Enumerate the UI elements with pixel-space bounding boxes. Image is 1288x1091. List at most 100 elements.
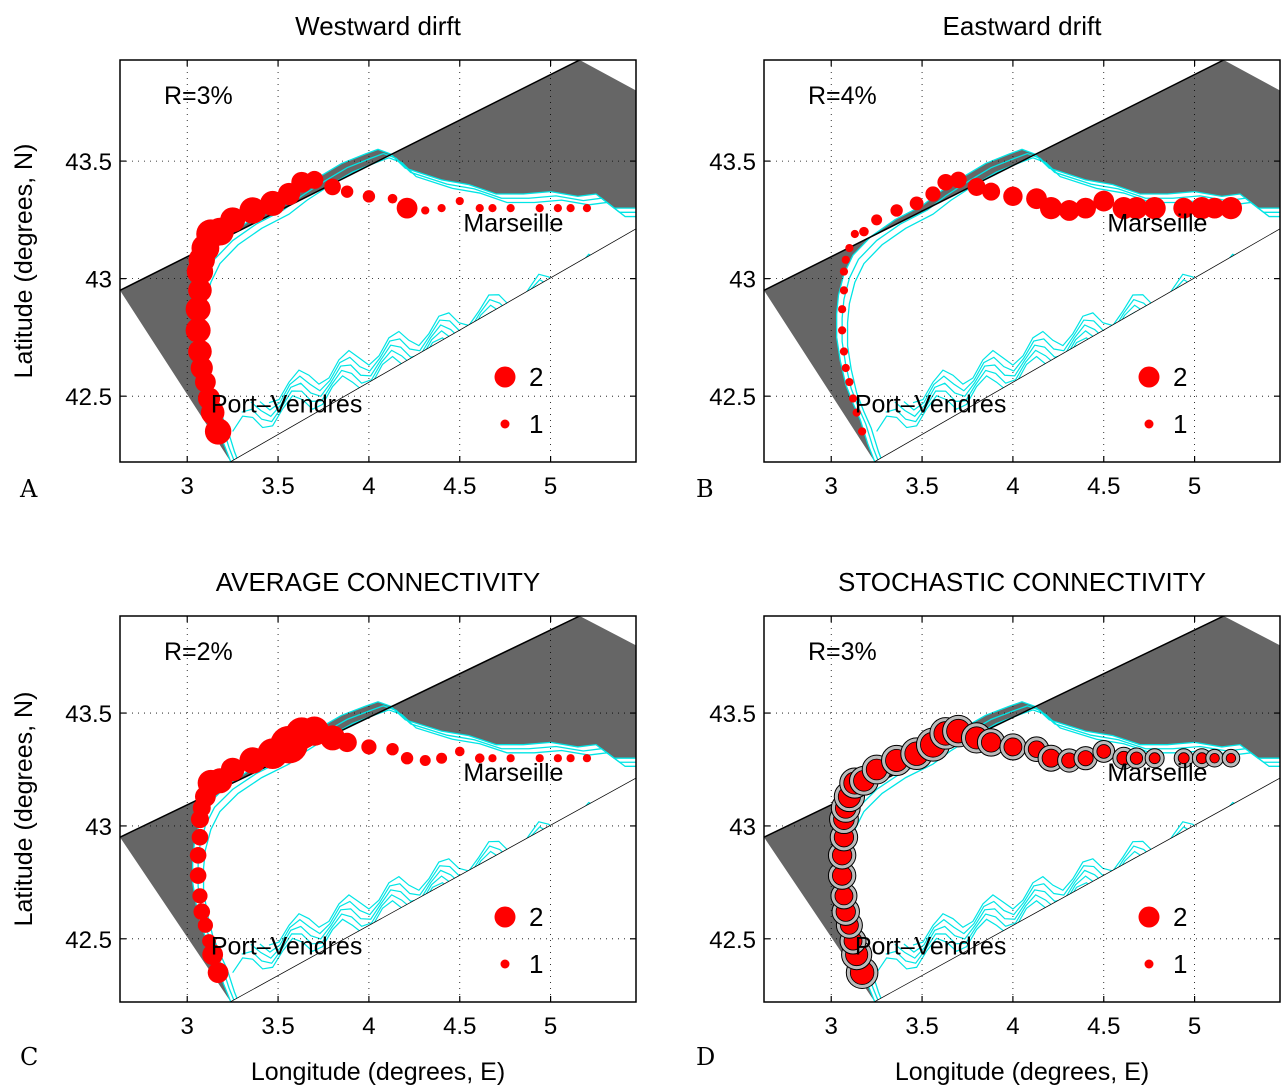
site-dot: [1039, 197, 1063, 220]
x-tick-label: 4: [1006, 1013, 1019, 1040]
site-dot: [1096, 744, 1112, 759]
panel-letter: C: [20, 1043, 38, 1071]
site-dots: [838, 171, 1243, 436]
site-dot: [1093, 190, 1115, 212]
site-dots: [189, 716, 592, 984]
site-dot: [207, 962, 229, 984]
site-dot: [1058, 200, 1080, 221]
site-dot: [189, 867, 207, 884]
y-tick-label: 43.5: [65, 149, 112, 176]
legend-dot-large: [1138, 366, 1160, 388]
site-dot: [852, 408, 861, 417]
map-area: [120, 616, 636, 1002]
outer-sea: [874, 778, 1280, 1002]
legend-dot-small: [1144, 959, 1154, 969]
site-dot: [185, 296, 211, 322]
panel-a: 3 3.5 4 4.5 5 42.5 43 43.5 Westward dirft Latitud…: [10, 11, 637, 503]
panel-c: 3 3.5 4 4.5 5 42.5 43 43.5 AVERAGE CONNECTIVITY L…: [10, 567, 637, 1086]
legend-label-large: 2: [529, 902, 543, 932]
site-dot: [982, 182, 1001, 201]
land-mass: [120, 60, 636, 462]
site-dot: [848, 394, 858, 403]
r-annotation: R=3%: [164, 82, 233, 110]
site-dot: [197, 387, 221, 410]
x-tick-label: 3.5: [261, 473, 294, 500]
x-tick-label: 3: [825, 473, 838, 500]
site-dot: [488, 204, 497, 213]
plot-frame: [119, 59, 637, 463]
site-dot: [191, 828, 209, 846]
y-tick-label: 43: [729, 267, 756, 294]
site-dot: [204, 418, 232, 445]
site-dot: [197, 917, 213, 933]
site-dot: [1225, 753, 1237, 764]
site-dot: [506, 754, 515, 763]
site-dot: [324, 178, 341, 196]
legend-label-large: 2: [1173, 902, 1187, 932]
site-dot: [967, 177, 986, 196]
site-dot: [396, 197, 418, 219]
x-tick-label: 4: [362, 1013, 375, 1040]
label-marseille: Marseille: [1107, 759, 1207, 787]
x-tick-label: 5: [544, 1013, 557, 1040]
site-dot: [202, 934, 216, 948]
map-area: [764, 60, 1280, 462]
site-dot: [850, 229, 859, 239]
site-dot: [362, 190, 376, 203]
x-tick-label: 3: [181, 1013, 194, 1040]
y-tick-label: 43.5: [709, 149, 756, 176]
site-dot: [553, 204, 562, 213]
site-dot: [925, 186, 941, 202]
x-tick-label: 3.5: [905, 1013, 938, 1040]
y-axis-label: Latitude (degrees, N): [10, 692, 38, 927]
legend-label-large: 2: [1173, 362, 1187, 392]
x-tick-label: 4: [362, 473, 375, 500]
x-tick-label: 5: [1188, 473, 1201, 500]
site-dot: [1077, 750, 1094, 767]
y-tick-label: 42.5: [709, 384, 756, 411]
x-tick-label: 4.5: [1087, 473, 1120, 500]
outer-sea: [230, 778, 636, 1002]
site-dot: [474, 753, 485, 764]
site-dot: [387, 193, 398, 204]
site-dot: [1003, 186, 1023, 207]
site-dot: [838, 305, 847, 314]
site-dot: [1143, 197, 1166, 220]
site-dot: [192, 888, 208, 904]
plot-frame: [763, 615, 1281, 1003]
label-port-vendres: Port–Vendres: [855, 391, 1007, 419]
legend-dot-small: [500, 419, 510, 429]
x-tick-label: 3: [181, 473, 194, 500]
site-dot: [566, 204, 575, 213]
site-dot: [193, 903, 211, 921]
y-tick-label: 42.5: [65, 927, 112, 954]
site-dot: [1177, 752, 1190, 765]
site-dot: [454, 746, 465, 757]
site-dot: [421, 206, 430, 215]
land-mass: [764, 60, 1280, 462]
site-dot: [871, 214, 883, 226]
site-dot: [838, 326, 847, 335]
label-port-vendres: Port–Vendres: [211, 933, 363, 961]
land-mass: [764, 616, 1280, 1002]
r-annotation: R=4%: [808, 82, 877, 110]
plot-frame: [763, 59, 1281, 463]
site-dot: [185, 317, 211, 343]
panel-b: 3 3.5 4 4.5 5 42.5 43 43.5 Eastward drift R=4% Mar…: [696, 11, 1281, 503]
y-tick-label: 43.5: [65, 701, 112, 728]
site-dot: [582, 204, 592, 213]
x-axis-label: Longitude (degrees, E): [895, 1058, 1149, 1086]
site-dot: [488, 754, 497, 763]
site-dot: [839, 286, 849, 295]
panel-letter: D: [696, 1043, 715, 1071]
site-dot: [305, 170, 324, 189]
site-dot: [535, 204, 544, 213]
site-dot: [188, 278, 212, 303]
site-dot: [189, 846, 207, 864]
r-annotation: R=3%: [808, 638, 877, 666]
x-tick-label: 5: [544, 473, 557, 500]
y-tick-label: 43.5: [709, 701, 756, 728]
y-tick-label: 42.5: [709, 927, 756, 954]
y-tick-label: 42.5: [65, 384, 112, 411]
site-dot: [582, 754, 592, 763]
